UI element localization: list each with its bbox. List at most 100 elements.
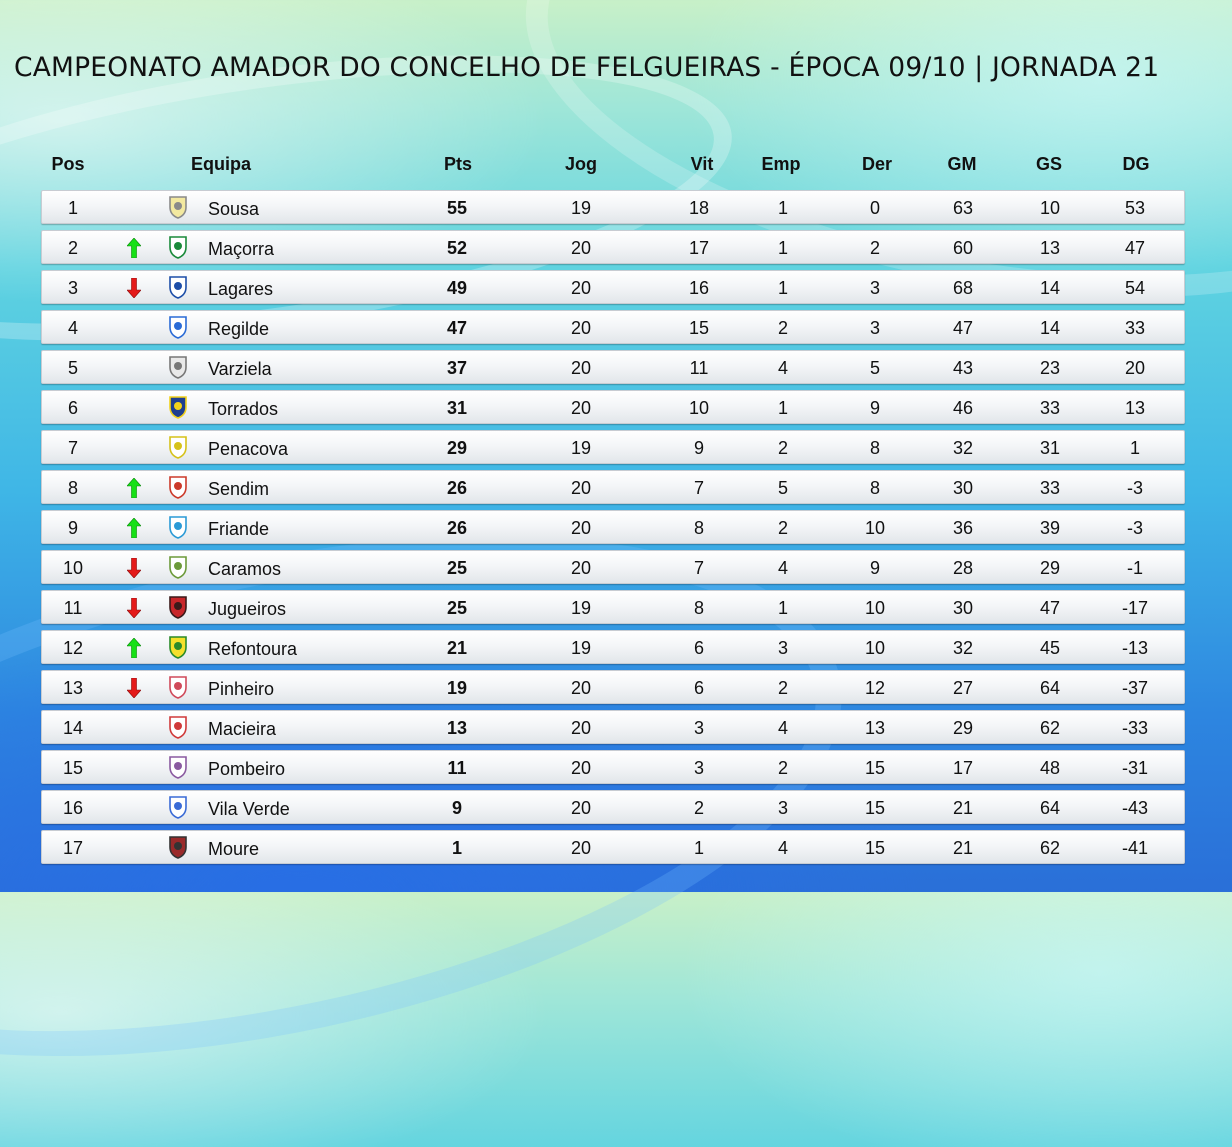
losses-cell: 3	[869, 318, 881, 338]
position-cell: 3	[67, 278, 79, 298]
draws-cell: 2	[777, 758, 789, 778]
table-row: 9 26 20 8 2 10 36 39 -3 Friande	[41, 510, 1185, 544]
points-cell: 52	[446, 238, 468, 258]
table-row: 6 31 20 10 1 9 46 33 13 Torrados	[41, 390, 1185, 424]
losses-cell: 13	[864, 718, 886, 738]
table-row: 17 1 20 1 4 15 21 62 -41 Moure	[41, 830, 1185, 864]
points-cell: 55	[446, 198, 468, 218]
wins-cell: 8	[693, 598, 705, 618]
goal-difference-cell: -13	[1121, 638, 1149, 658]
arrow-down-icon	[127, 678, 141, 698]
goals-for-cell: 36	[952, 518, 974, 538]
goals-against-cell: 14	[1039, 318, 1061, 338]
goals-for-cell: 29	[952, 718, 974, 738]
draws-cell: 1	[777, 238, 789, 258]
wins-cell: 7	[693, 478, 705, 498]
goals-against-cell: 33	[1039, 478, 1061, 498]
draws-cell: 4	[777, 358, 789, 378]
position-cell: 7	[67, 438, 79, 458]
played-cell: 19	[570, 438, 592, 458]
team-name: Lagares	[208, 279, 274, 299]
wins-cell: 11	[689, 358, 709, 378]
losses-cell: 15	[864, 798, 886, 818]
header-der: Der	[861, 154, 893, 174]
goal-difference-cell: -43	[1121, 798, 1149, 818]
goal-difference-cell: 54	[1124, 278, 1146, 298]
table-row: 8 26 20 7 5 8 30 33 -3 Sendim	[41, 470, 1185, 504]
goal-difference-cell: -17	[1121, 598, 1149, 618]
points-cell: 1	[451, 838, 463, 858]
wins-cell: 6	[693, 678, 705, 698]
position-cell: 11	[63, 598, 83, 618]
sendim-crest-icon	[169, 476, 187, 499]
header-pos: Pos	[51, 154, 85, 174]
points-cell: 25	[446, 558, 468, 578]
arrow-down-icon	[127, 598, 141, 618]
header-emp: Emp	[761, 154, 801, 174]
points-cell: 9	[451, 798, 463, 818]
draws-cell: 4	[777, 838, 789, 858]
team-name: Penacova	[208, 439, 289, 459]
position-cell: 14	[62, 718, 84, 738]
table-header: Pos Equipa Pts Jog Vit Emp Der GM GS DG	[0, 154, 1232, 178]
points-cell: 37	[446, 358, 468, 378]
arrow-down-icon	[127, 278, 141, 298]
wins-cell: 3	[693, 718, 705, 738]
losses-cell: 10	[864, 598, 886, 618]
played-cell: 20	[570, 758, 592, 778]
position-cell: 15	[62, 758, 84, 778]
pinheiro-crest-icon	[169, 676, 187, 699]
draws-cell: 1	[777, 398, 789, 418]
table-row: 13 19 20 6 2 12 27 64 -37 Pinheiro	[41, 670, 1185, 704]
header-gs: GS	[1035, 154, 1063, 174]
goals-against-cell: 23	[1039, 358, 1061, 378]
refontoura-crest-icon	[169, 636, 187, 659]
table-row: 7 29 19 9 2 8 32 31 1 Penacova	[41, 430, 1185, 464]
goal-difference-cell: -37	[1121, 678, 1149, 698]
team-name: Sousa	[208, 199, 260, 219]
goals-against-cell: 14	[1039, 278, 1061, 298]
header-jog: Jog	[564, 154, 598, 174]
goals-for-cell: 63	[952, 198, 974, 218]
draws-cell: 1	[777, 598, 789, 618]
draws-cell: 4	[777, 718, 789, 738]
goal-difference-cell: -31	[1121, 758, 1149, 778]
played-cell: 19	[570, 638, 592, 658]
played-cell: 20	[570, 238, 592, 258]
lagares-crest-icon	[169, 276, 187, 299]
goals-against-cell: 29	[1039, 558, 1061, 578]
draws-cell: 4	[777, 558, 789, 578]
goals-for-cell: 27	[952, 678, 974, 698]
goals-for-cell: 30	[952, 478, 974, 498]
wins-cell: 10	[688, 398, 710, 418]
vila-verde-crest-icon	[169, 796, 187, 819]
wins-cell: 6	[693, 638, 705, 658]
wins-cell: 7	[693, 558, 705, 578]
table-row: 15 11 20 3 2 15 17 48 -31 Pombeiro	[41, 750, 1185, 784]
draws-cell: 1	[777, 198, 789, 218]
goal-difference-cell: 33	[1124, 318, 1146, 338]
macieira-crest-icon	[169, 716, 187, 739]
goal-difference-cell: 53	[1124, 198, 1146, 218]
points-cell: 26	[446, 478, 468, 498]
arrow-up-icon	[127, 478, 141, 498]
draws-cell: 2	[777, 438, 789, 458]
draws-cell: 2	[777, 318, 789, 338]
played-cell: 20	[570, 838, 592, 858]
points-cell: 31	[446, 398, 468, 418]
goals-against-cell: 64	[1039, 798, 1061, 818]
header-gm: GM	[947, 154, 977, 174]
played-cell: 20	[570, 278, 592, 298]
wins-cell: 18	[688, 198, 710, 218]
goals-for-cell: 47	[952, 318, 974, 338]
losses-cell: 15	[864, 838, 886, 858]
played-cell: 20	[570, 558, 592, 578]
goals-against-cell: 47	[1039, 598, 1061, 618]
team-name: Varziela	[208, 359, 272, 379]
goals-for-cell: 60	[952, 238, 974, 258]
goals-against-cell: 39	[1039, 518, 1061, 538]
position-cell: 5	[67, 358, 79, 378]
played-cell: 20	[570, 358, 592, 378]
losses-cell: 15	[864, 758, 886, 778]
points-cell: 19	[446, 678, 468, 698]
